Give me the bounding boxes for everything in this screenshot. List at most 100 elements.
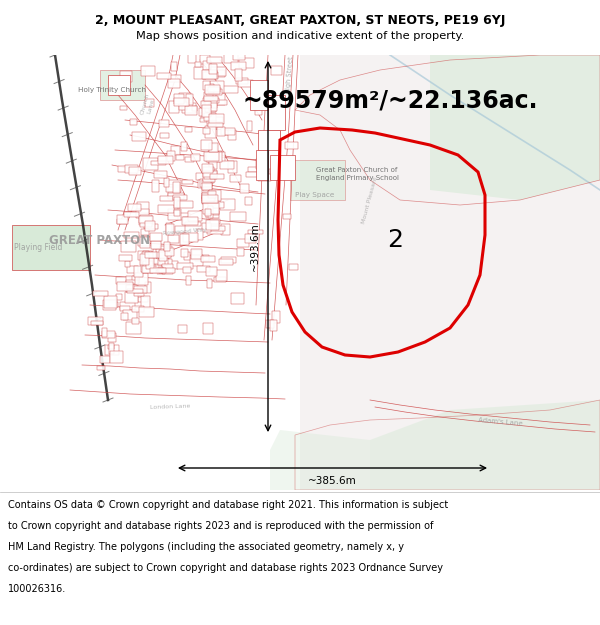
- FancyBboxPatch shape: [202, 197, 214, 204]
- FancyBboxPatch shape: [119, 71, 132, 82]
- Text: 100026316.: 100026316.: [8, 584, 66, 594]
- FancyBboxPatch shape: [88, 316, 103, 326]
- FancyBboxPatch shape: [164, 178, 169, 187]
- FancyBboxPatch shape: [188, 211, 202, 221]
- FancyBboxPatch shape: [159, 268, 175, 272]
- FancyBboxPatch shape: [173, 182, 181, 193]
- FancyBboxPatch shape: [213, 100, 227, 104]
- FancyBboxPatch shape: [100, 356, 110, 362]
- FancyBboxPatch shape: [143, 158, 158, 170]
- FancyBboxPatch shape: [203, 171, 217, 177]
- FancyBboxPatch shape: [181, 249, 188, 257]
- FancyBboxPatch shape: [118, 166, 129, 171]
- FancyBboxPatch shape: [125, 276, 139, 282]
- FancyBboxPatch shape: [127, 266, 138, 273]
- FancyBboxPatch shape: [206, 267, 217, 276]
- FancyBboxPatch shape: [174, 197, 180, 208]
- FancyBboxPatch shape: [118, 282, 133, 291]
- FancyBboxPatch shape: [178, 262, 193, 269]
- FancyBboxPatch shape: [271, 321, 277, 331]
- FancyBboxPatch shape: [220, 259, 233, 264]
- Polygon shape: [430, 55, 600, 200]
- FancyBboxPatch shape: [215, 71, 226, 78]
- FancyBboxPatch shape: [169, 235, 179, 243]
- FancyBboxPatch shape: [142, 260, 158, 270]
- FancyBboxPatch shape: [141, 229, 149, 235]
- FancyBboxPatch shape: [171, 62, 177, 71]
- FancyBboxPatch shape: [145, 99, 154, 107]
- FancyBboxPatch shape: [119, 255, 132, 261]
- FancyBboxPatch shape: [200, 55, 210, 64]
- FancyBboxPatch shape: [176, 155, 184, 161]
- FancyBboxPatch shape: [158, 204, 174, 214]
- FancyBboxPatch shape: [209, 64, 217, 74]
- FancyBboxPatch shape: [183, 217, 190, 224]
- FancyBboxPatch shape: [207, 229, 223, 234]
- Text: Adam's Lane: Adam's Lane: [478, 417, 523, 427]
- FancyBboxPatch shape: [159, 250, 167, 261]
- FancyBboxPatch shape: [92, 291, 108, 296]
- FancyBboxPatch shape: [135, 273, 148, 285]
- FancyBboxPatch shape: [205, 85, 220, 94]
- FancyBboxPatch shape: [207, 57, 222, 63]
- FancyBboxPatch shape: [191, 154, 200, 161]
- FancyBboxPatch shape: [181, 142, 187, 151]
- FancyBboxPatch shape: [105, 346, 119, 355]
- FancyBboxPatch shape: [228, 130, 236, 140]
- FancyBboxPatch shape: [208, 84, 214, 93]
- FancyBboxPatch shape: [102, 328, 107, 337]
- FancyBboxPatch shape: [203, 167, 214, 171]
- FancyBboxPatch shape: [206, 279, 212, 288]
- FancyBboxPatch shape: [230, 175, 241, 182]
- FancyBboxPatch shape: [232, 293, 244, 304]
- Text: ~89579m²/~22.136ac.: ~89579m²/~22.136ac.: [242, 88, 538, 112]
- FancyBboxPatch shape: [237, 239, 250, 248]
- FancyBboxPatch shape: [194, 67, 206, 79]
- FancyBboxPatch shape: [200, 179, 212, 187]
- FancyBboxPatch shape: [142, 252, 158, 263]
- FancyBboxPatch shape: [209, 114, 224, 124]
- FancyBboxPatch shape: [202, 164, 213, 172]
- FancyBboxPatch shape: [97, 366, 105, 370]
- FancyBboxPatch shape: [124, 232, 139, 238]
- FancyBboxPatch shape: [208, 151, 223, 161]
- FancyBboxPatch shape: [202, 193, 207, 202]
- FancyBboxPatch shape: [221, 128, 235, 134]
- Text: Mount Pleasant: Mount Pleasant: [361, 176, 379, 224]
- FancyBboxPatch shape: [151, 233, 162, 241]
- FancyBboxPatch shape: [208, 191, 216, 198]
- FancyBboxPatch shape: [124, 212, 139, 217]
- FancyBboxPatch shape: [161, 260, 167, 264]
- FancyBboxPatch shape: [133, 276, 139, 281]
- FancyBboxPatch shape: [233, 51, 245, 60]
- FancyBboxPatch shape: [237, 248, 244, 256]
- FancyBboxPatch shape: [173, 94, 184, 104]
- Text: Great Paxton Church of
England Primary School: Great Paxton Church of England Primary S…: [316, 167, 399, 181]
- FancyBboxPatch shape: [150, 254, 158, 261]
- FancyBboxPatch shape: [248, 229, 263, 234]
- Polygon shape: [12, 225, 90, 270]
- FancyBboxPatch shape: [91, 321, 103, 325]
- FancyBboxPatch shape: [209, 189, 221, 201]
- Polygon shape: [270, 430, 370, 490]
- FancyBboxPatch shape: [206, 89, 221, 95]
- Polygon shape: [270, 155, 295, 180]
- FancyBboxPatch shape: [128, 204, 140, 211]
- FancyBboxPatch shape: [178, 213, 190, 220]
- FancyBboxPatch shape: [220, 199, 235, 210]
- Text: Playing Field: Playing Field: [14, 244, 62, 252]
- FancyBboxPatch shape: [174, 209, 181, 216]
- FancyBboxPatch shape: [283, 214, 290, 219]
- FancyBboxPatch shape: [211, 208, 220, 215]
- FancyBboxPatch shape: [166, 154, 172, 161]
- FancyBboxPatch shape: [145, 281, 151, 292]
- FancyBboxPatch shape: [127, 322, 141, 334]
- FancyBboxPatch shape: [202, 184, 212, 190]
- FancyBboxPatch shape: [148, 256, 156, 267]
- FancyBboxPatch shape: [140, 237, 150, 248]
- FancyBboxPatch shape: [151, 241, 161, 249]
- FancyBboxPatch shape: [203, 98, 219, 102]
- FancyBboxPatch shape: [209, 226, 225, 231]
- FancyBboxPatch shape: [229, 161, 236, 173]
- FancyBboxPatch shape: [128, 277, 139, 285]
